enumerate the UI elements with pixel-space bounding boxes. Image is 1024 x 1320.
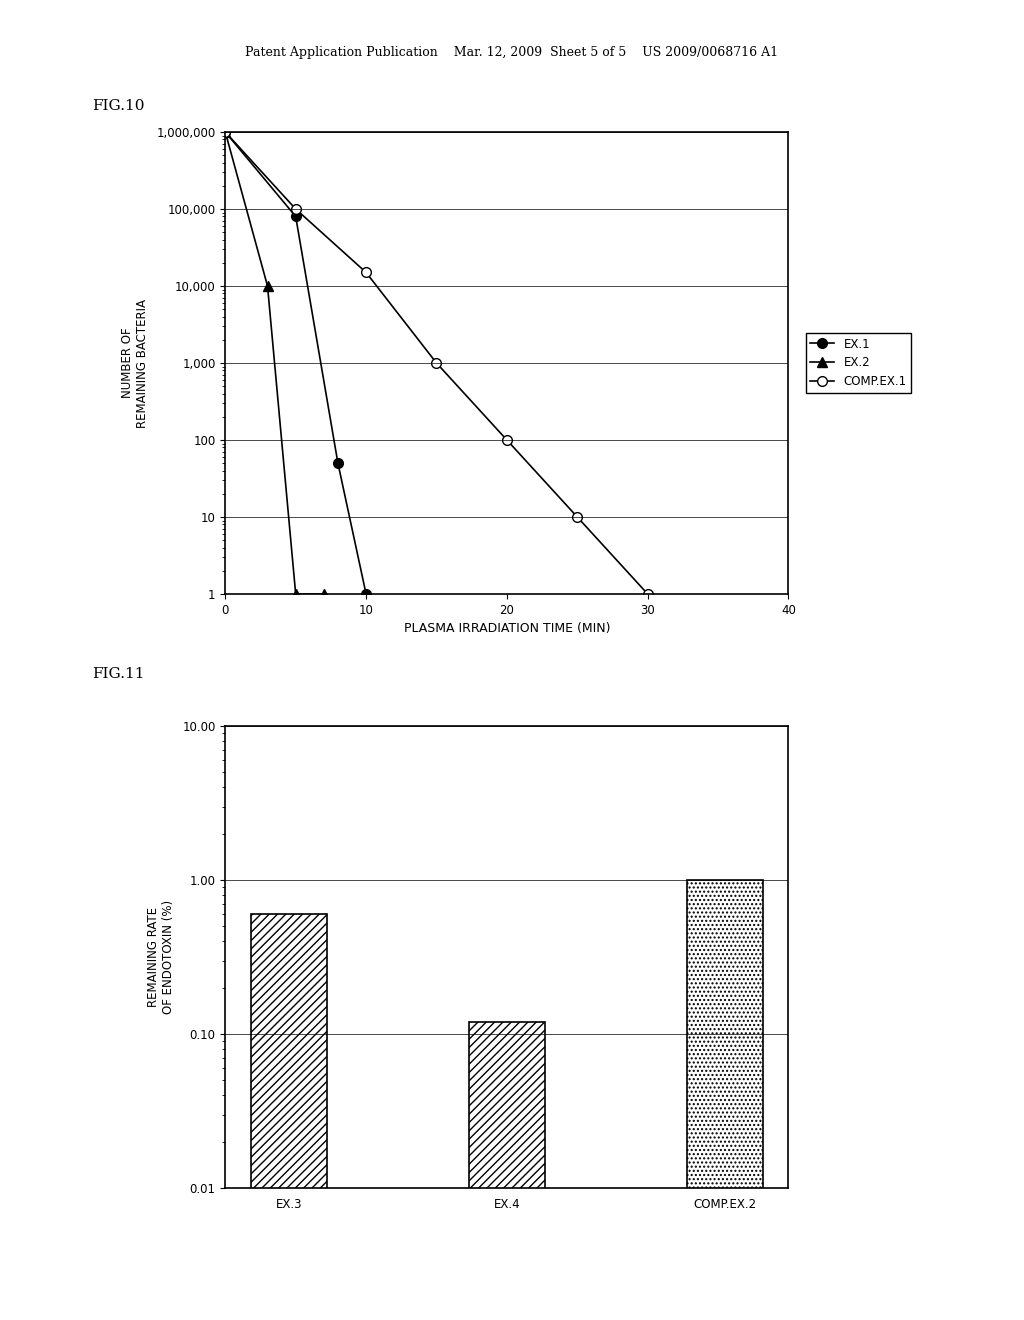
COMP.EX.1 — [430, 355, 442, 371]
Text: Patent Application Publication    Mar. 12, 2009  Sheet 5 of 5    US 2009/0068716: Patent Application Publication Mar. 12, … — [246, 46, 778, 59]
Line: EX.1: EX.1 — [220, 127, 371, 599]
COMP.EX.1 — [219, 124, 231, 140]
Line: COMP.EX.1: COMP.EX.1 — [220, 127, 652, 599]
COMP.EX.1 — [360, 264, 373, 280]
EX.2 — [290, 586, 302, 602]
Bar — [469, 1022, 545, 1320]
EX.2 — [261, 279, 273, 294]
COMP.EX.1 — [501, 432, 513, 447]
EX.2 — [219, 124, 231, 140]
COMP.EX.1 — [571, 510, 584, 525]
Legend: EX.1, EX.2, COMP.EX.1: EX.1, EX.2, COMP.EX.1 — [806, 333, 911, 393]
Y-axis label: REMAINING RATE
OF ENDOTOXIN (%): REMAINING RATE OF ENDOTOXIN (%) — [147, 900, 175, 1014]
EX.1 — [332, 455, 344, 471]
EX.1 — [360, 586, 373, 602]
EX.1 — [219, 124, 231, 140]
Y-axis label: NUMBER OF
REMAINING BACTERIA: NUMBER OF REMAINING BACTERIA — [122, 298, 150, 428]
COMP.EX.1 — [290, 201, 302, 216]
Text: FIG.11: FIG.11 — [92, 667, 144, 681]
Line: EX.2: EX.2 — [220, 127, 329, 599]
Bar — [687, 880, 763, 1320]
EX.2 — [317, 586, 330, 602]
Text: FIG.10: FIG.10 — [92, 99, 144, 114]
X-axis label: PLASMA IRRADIATION TIME (MIN): PLASMA IRRADIATION TIME (MIN) — [403, 622, 610, 635]
COMP.EX.1 — [641, 586, 654, 602]
Bar — [251, 915, 327, 1320]
EX.1 — [290, 209, 302, 224]
